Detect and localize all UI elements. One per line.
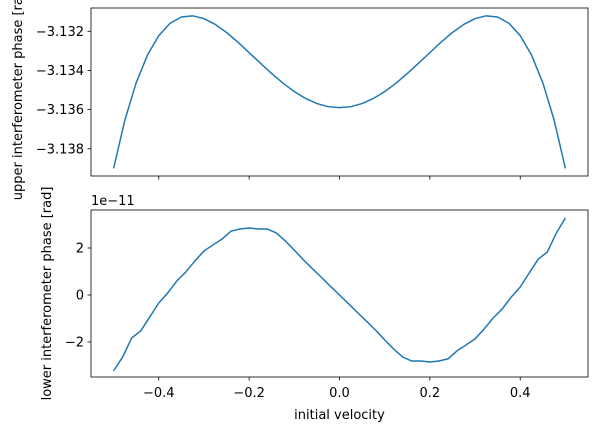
y-tick-label: −3.134	[36, 64, 84, 79]
data-line	[112, 217, 567, 372]
y-axis-label: upper interferometer phase [rad]	[11, 0, 26, 200]
data-line	[112, 15, 567, 169]
x-tick-label: 0.2	[420, 386, 441, 401]
y-tick-label: −3.132	[36, 25, 84, 40]
y-offset-label: 1e−11	[91, 194, 135, 209]
axes-frame	[90, 7, 589, 177]
x-tick-label: −0.2	[233, 386, 265, 401]
y-tick-label: −3.138	[36, 142, 84, 157]
x-axis-label: initial velocity	[294, 408, 385, 423]
y-axis-label: lower interferometer phase [rad]	[40, 187, 55, 401]
x-tick-label: −0.4	[143, 386, 175, 401]
x-tick-label: 0.0	[329, 386, 350, 401]
y-tick-label: −3.136	[36, 103, 84, 118]
y-tick-label: −2	[65, 335, 84, 350]
y-tick-label: 0	[76, 288, 84, 303]
y-tick-label: 2	[76, 241, 84, 256]
x-tick-label: 0.4	[510, 386, 531, 401]
